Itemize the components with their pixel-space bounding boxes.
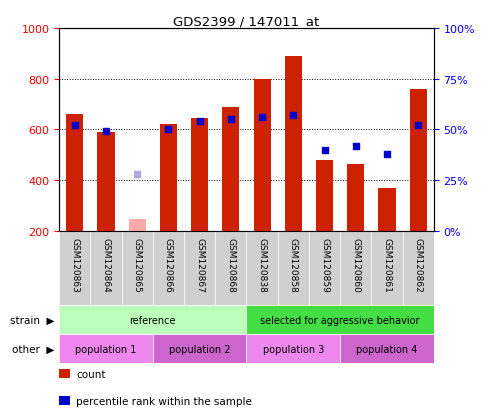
Bar <box>246 306 434 335</box>
Bar <box>90 231 122 306</box>
Text: GSM120868: GSM120868 <box>226 237 235 292</box>
Text: count: count <box>76 369 106 379</box>
Bar <box>340 231 371 306</box>
Bar <box>371 231 403 306</box>
Point <box>258 115 266 121</box>
Point <box>414 123 422 129</box>
Bar <box>222 107 240 231</box>
Bar <box>285 57 302 231</box>
Point <box>196 119 204 125</box>
Text: population 2: population 2 <box>169 344 230 354</box>
Bar <box>59 335 153 363</box>
Text: GSM120864: GSM120864 <box>102 237 110 292</box>
Bar <box>184 231 215 306</box>
Text: GSM120866: GSM120866 <box>164 237 173 292</box>
Point <box>227 116 235 123</box>
Bar <box>98 133 114 231</box>
Bar <box>59 231 90 306</box>
Point <box>352 143 360 150</box>
Bar <box>316 160 333 231</box>
Text: GSM120865: GSM120865 <box>133 237 141 292</box>
Point <box>320 147 328 154</box>
Text: population 3: population 3 <box>263 344 324 354</box>
Bar <box>410 90 427 231</box>
Point <box>383 151 391 158</box>
Bar <box>309 231 340 306</box>
Text: reference: reference <box>130 315 176 325</box>
Bar <box>66 115 83 231</box>
Bar <box>403 231 434 306</box>
Point <box>71 123 79 129</box>
Title: GDS2399 / 147011_at: GDS2399 / 147011_at <box>174 15 319 28</box>
Bar <box>379 188 395 231</box>
Bar <box>340 335 434 363</box>
Bar <box>278 231 309 306</box>
Bar <box>129 220 146 231</box>
Text: GSM120859: GSM120859 <box>320 237 329 292</box>
Text: population 1: population 1 <box>75 344 137 354</box>
Bar <box>153 335 246 363</box>
Point <box>289 113 297 119</box>
Text: percentile rank within the sample: percentile rank within the sample <box>76 396 252 406</box>
Point <box>165 127 173 133</box>
Point <box>133 171 141 178</box>
Text: GSM120863: GSM120863 <box>70 237 79 292</box>
Bar <box>246 231 278 306</box>
Text: population 4: population 4 <box>356 344 418 354</box>
Bar <box>59 306 246 335</box>
Bar <box>122 231 153 306</box>
Bar <box>191 119 208 231</box>
Bar <box>215 231 246 306</box>
Bar <box>160 125 177 231</box>
Text: GSM120867: GSM120867 <box>195 237 204 292</box>
Bar <box>246 335 340 363</box>
Text: GSM120862: GSM120862 <box>414 237 423 292</box>
Bar <box>153 231 184 306</box>
Point <box>102 129 110 135</box>
Bar <box>347 164 364 231</box>
Text: GSM120861: GSM120861 <box>383 237 391 292</box>
Text: other  ▶: other ▶ <box>12 344 54 354</box>
Text: GSM120838: GSM120838 <box>258 237 267 292</box>
Text: GSM120858: GSM120858 <box>289 237 298 292</box>
Bar <box>253 79 271 231</box>
Text: GSM120860: GSM120860 <box>352 237 360 292</box>
Text: selected for aggressive behavior: selected for aggressive behavior <box>260 315 420 325</box>
Text: strain  ▶: strain ▶ <box>10 315 54 325</box>
